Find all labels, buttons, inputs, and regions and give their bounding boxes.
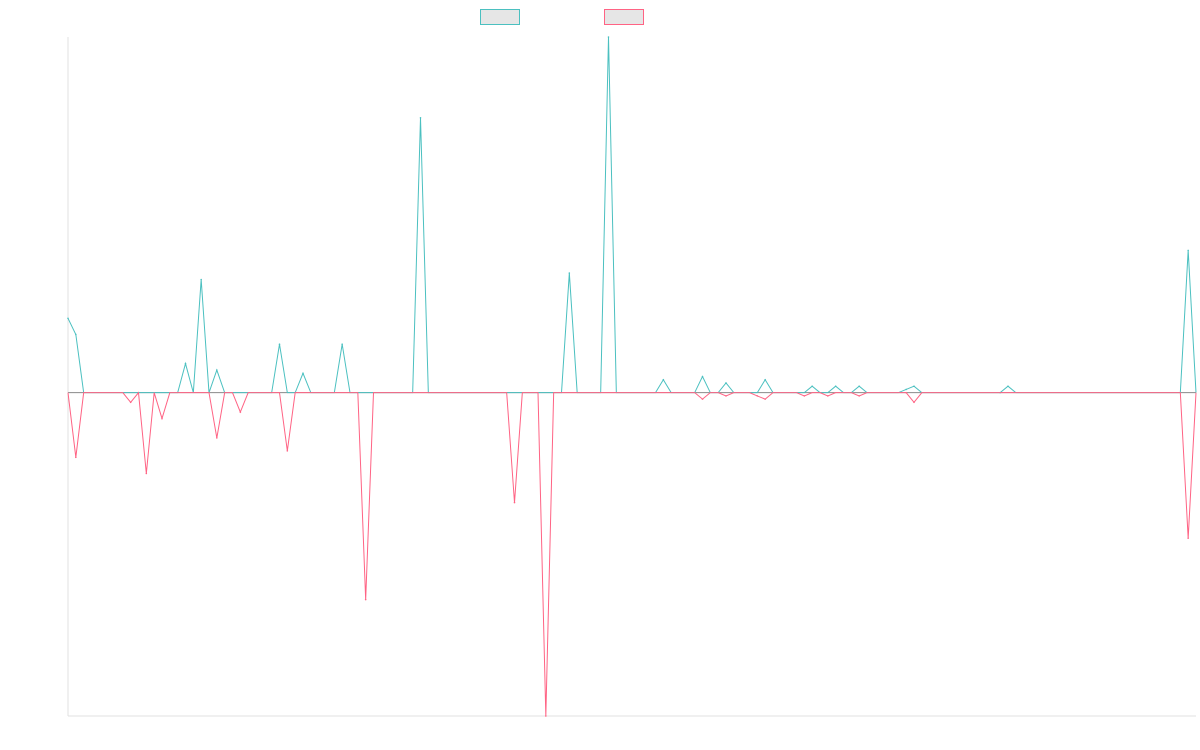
series-2-point-14 bbox=[803, 395, 806, 397]
series-1-point-4 bbox=[216, 369, 218, 371]
series-1-point-5 bbox=[278, 343, 281, 345]
legend-swatch-series-1[interactable] bbox=[480, 9, 520, 25]
series-2-point-4 bbox=[216, 437, 218, 439]
series-2-point-18 bbox=[913, 401, 915, 404]
series-1-point-12 bbox=[701, 375, 704, 378]
series-line-2 bbox=[67, 391, 1197, 717]
series-2-point-11 bbox=[725, 395, 727, 397]
series-2-point-6 bbox=[286, 450, 289, 452]
series-2-point-15 bbox=[827, 395, 829, 397]
series-2-point-0 bbox=[75, 456, 77, 459]
series-2-point-13 bbox=[764, 398, 766, 400]
series-2-point-3 bbox=[161, 417, 163, 420]
series-1-point-22 bbox=[1187, 249, 1189, 252]
series-1-point-11 bbox=[662, 378, 665, 381]
series-2-point-17 bbox=[905, 391, 907, 394]
series-2-point-1 bbox=[129, 401, 132, 404]
series-2-point-12 bbox=[756, 395, 759, 397]
series-1-point-10 bbox=[607, 36, 610, 38]
series-2-point-10 bbox=[701, 398, 704, 400]
series-1-point-6 bbox=[302, 372, 304, 375]
series-1-point-16 bbox=[834, 385, 837, 388]
series-1-point-1 bbox=[75, 333, 77, 336]
series-1-point-9 bbox=[568, 272, 571, 274]
series-2-point-9 bbox=[545, 715, 547, 717]
series-1-point-15 bbox=[811, 385, 813, 388]
series-1-point-21 bbox=[1007, 385, 1009, 388]
legend-swatch-series-2[interactable] bbox=[604, 9, 644, 25]
series-1-point-14 bbox=[764, 378, 766, 381]
series-1-point-19 bbox=[913, 385, 915, 388]
series-2-point-2 bbox=[145, 472, 148, 475]
series-1-point-0 bbox=[67, 317, 69, 320]
series-2-point-16 bbox=[858, 395, 860, 397]
series-1-point-17 bbox=[858, 385, 860, 388]
series-1-point-3 bbox=[200, 278, 202, 281]
series-1-point-8 bbox=[419, 117, 422, 119]
series-2-point-5 bbox=[239, 411, 242, 413]
series-1-point-13 bbox=[725, 382, 727, 384]
series-1-point-18 bbox=[905, 388, 907, 391]
series-2-point-7 bbox=[364, 598, 367, 601]
series-1-point-7 bbox=[341, 343, 343, 345]
series-2-point-8 bbox=[513, 501, 516, 504]
series-line-1 bbox=[67, 36, 1197, 394]
series-1-point-2 bbox=[184, 362, 187, 365]
series-2-point-19 bbox=[1187, 537, 1189, 539]
